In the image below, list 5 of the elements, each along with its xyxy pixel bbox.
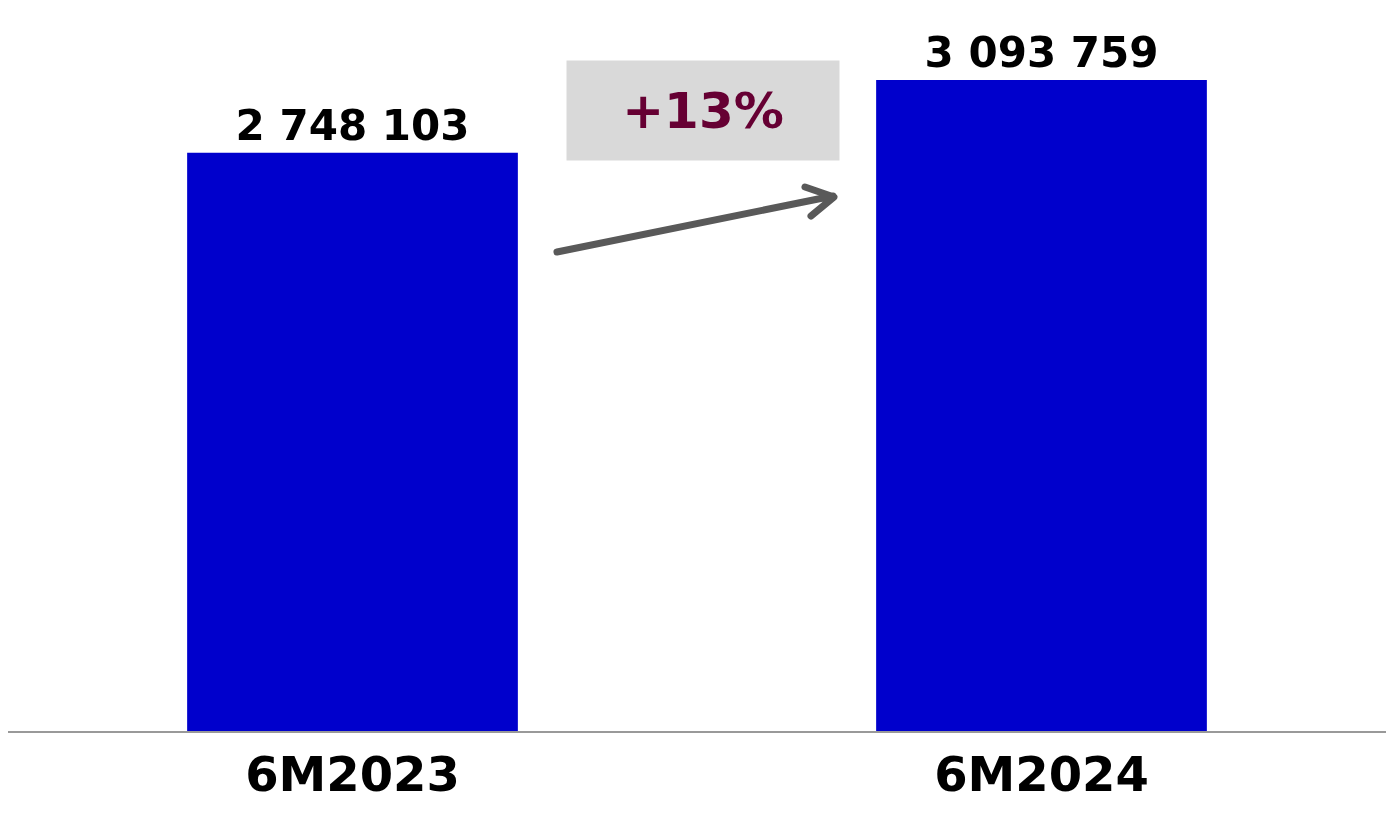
x-tick-label: 6M2023 bbox=[245, 745, 460, 802]
data-label: 2 748 103 bbox=[235, 100, 470, 150]
data-label: 3 093 759 bbox=[924, 28, 1159, 78]
annotation: +13% bbox=[622, 81, 784, 140]
x-tick-label: 6M2024 bbox=[934, 745, 1149, 802]
